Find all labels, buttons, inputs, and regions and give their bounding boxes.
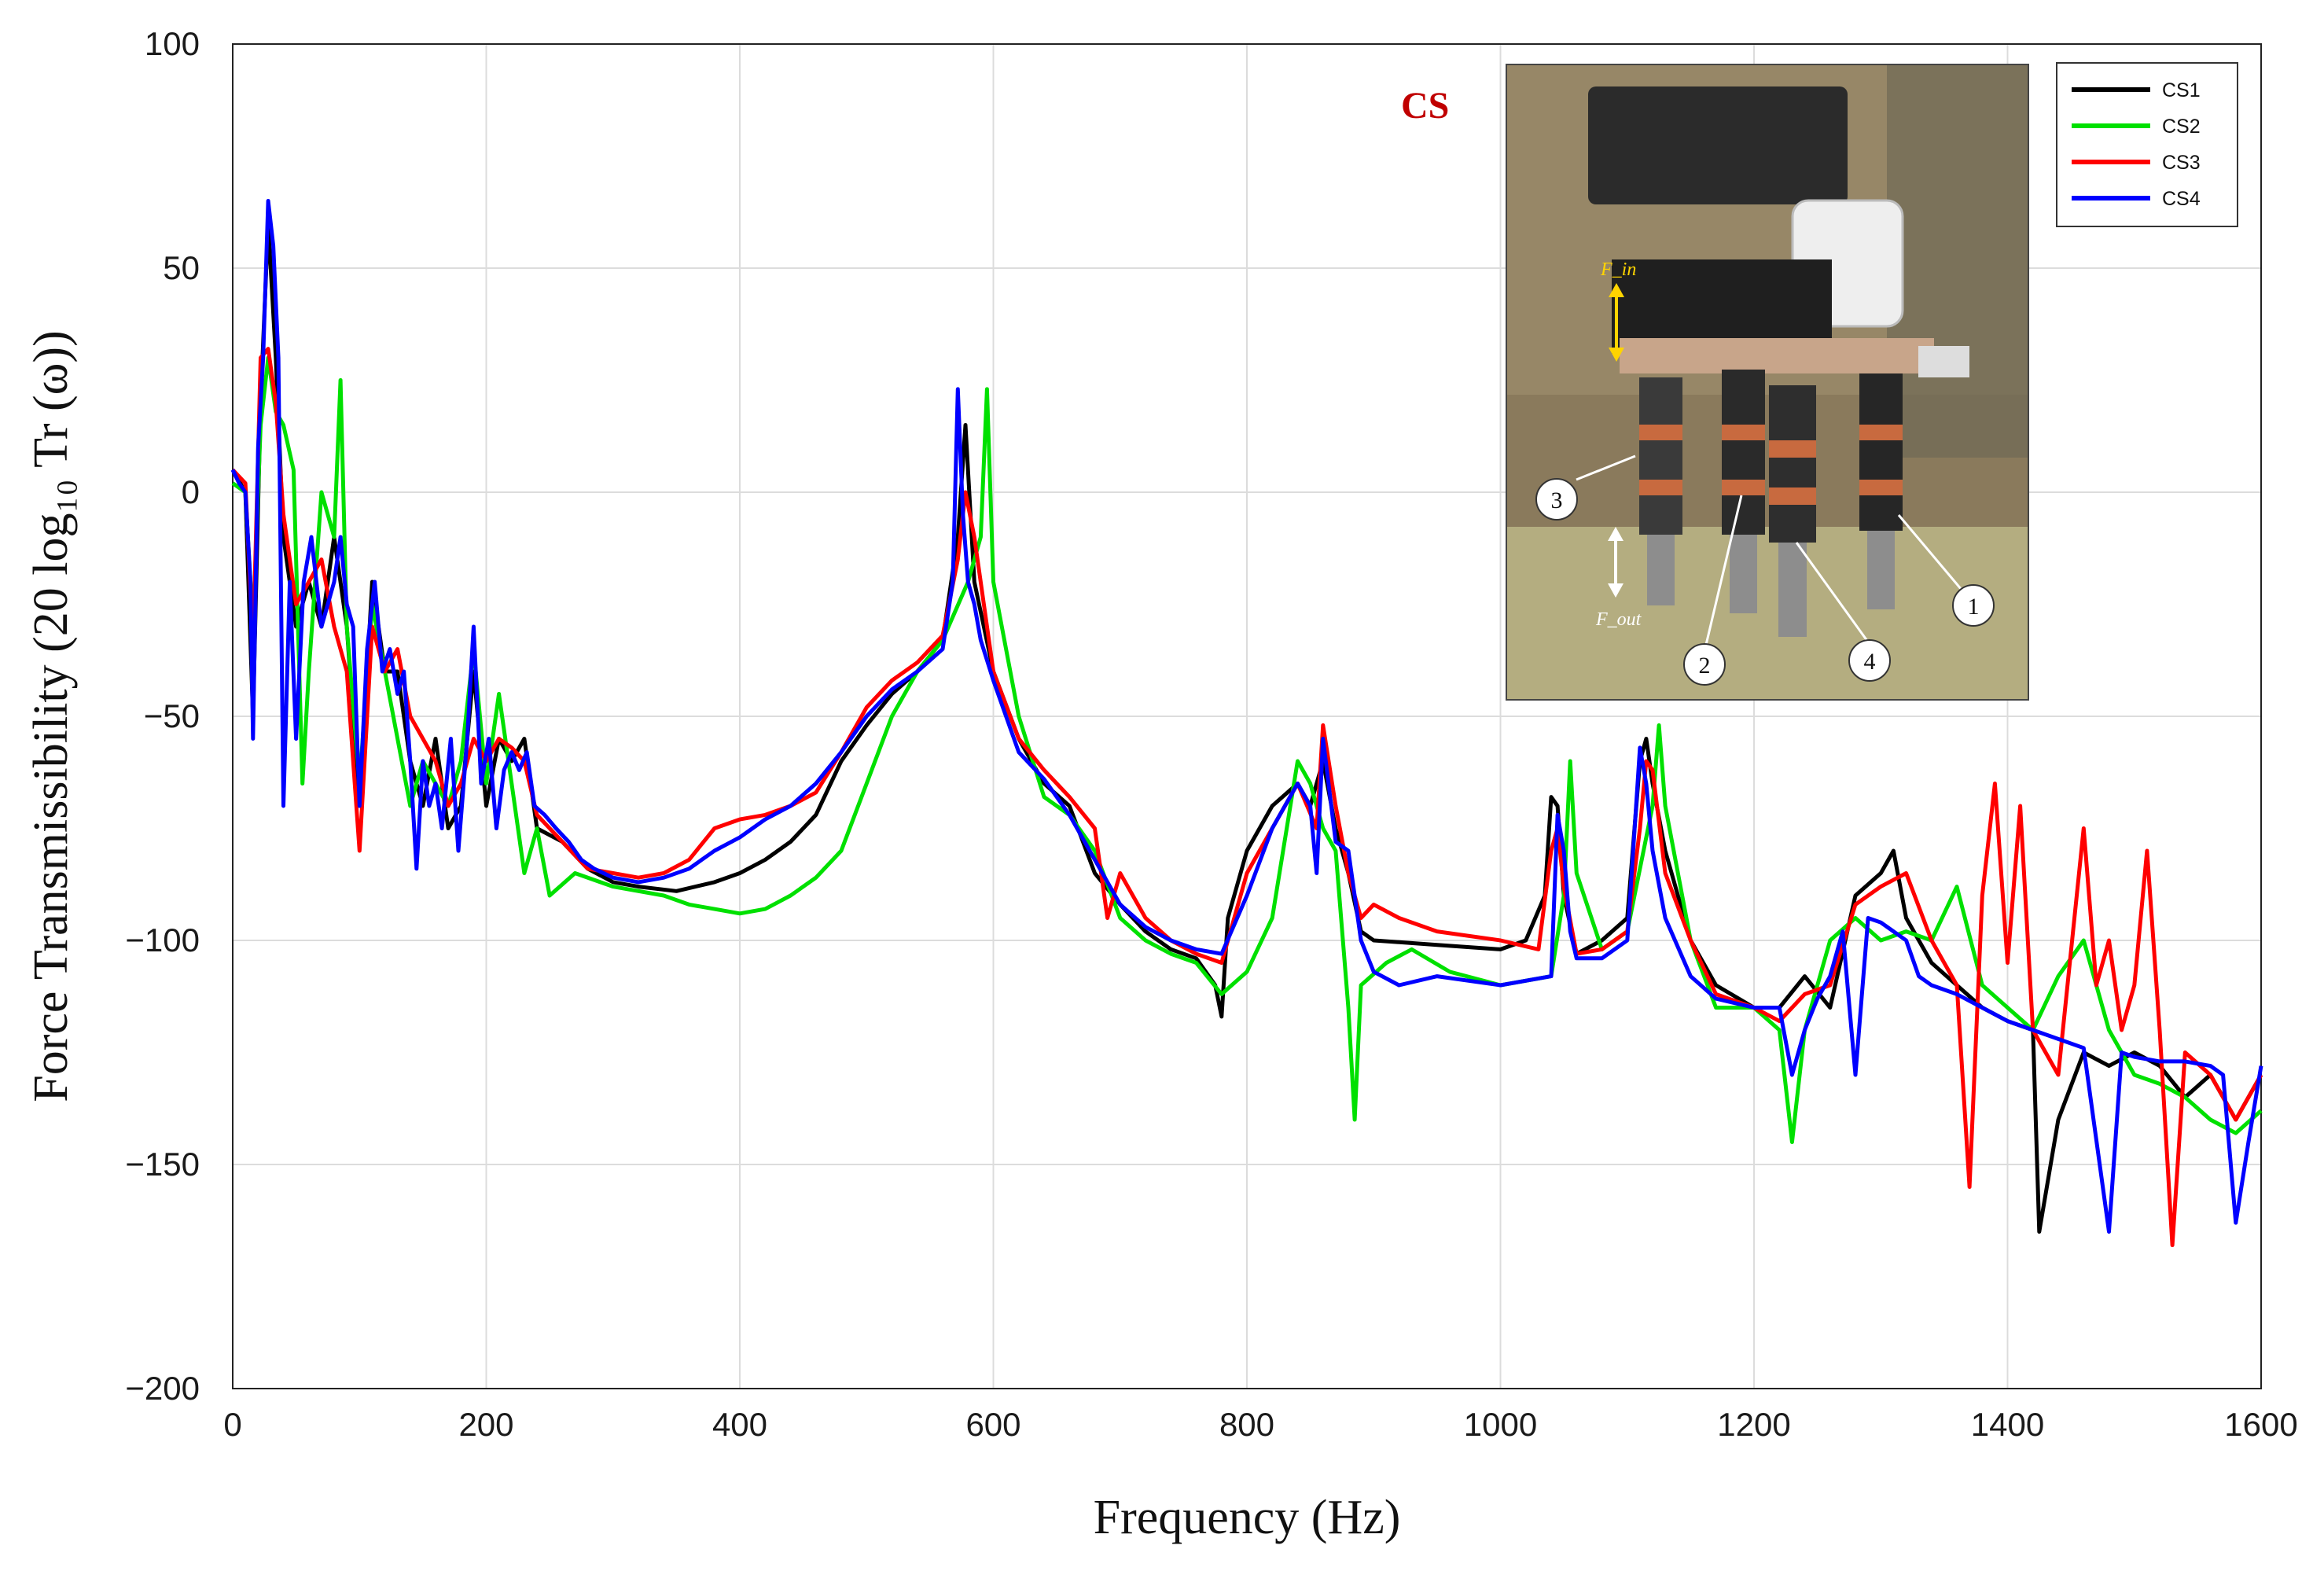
machine-connector	[1918, 346, 1969, 377]
photo-shadow	[1887, 64, 2028, 458]
y-tick-label: −50	[144, 697, 200, 734]
y-tick-label: 0	[182, 473, 200, 510]
machine-top	[1588, 86, 1848, 204]
x-tick-label: 200	[458, 1406, 513, 1443]
series-line-cs3	[231, 347, 2263, 1248]
svg-text:3: 3	[1551, 487, 1563, 513]
legend-label-cs2: CS2	[2162, 116, 2201, 138]
svg-text:4: 4	[1864, 649, 1876, 675]
inset-cs-label: CS	[1401, 85, 1449, 127]
x-tick-label: 0	[223, 1406, 241, 1443]
machine-plate	[1620, 338, 1934, 373]
plot-frame	[232, 43, 2262, 1389]
setup-photo-inset: F_in F_out 3 2 4 1	[1506, 64, 2029, 701]
x-tick-label: 600	[965, 1406, 1020, 1443]
callout-4: 4	[1795, 542, 1891, 682]
y-axis-label: Force Transmissibility (20 log₁₀ Tr (ω))	[24, 330, 78, 1102]
callout-3: 3	[1535, 454, 1636, 521]
x-axis-label: Frequency (Hz)	[1094, 1491, 1401, 1544]
tick-labels: 0 200 400 600 800 1000 1200 1400 1600 100 50 0 −50 −1…	[125, 25, 2297, 1443]
y-tick-label: 50	[163, 249, 200, 286]
x-tick-label: 800	[1219, 1406, 1274, 1443]
x-tick-label: 1400	[1971, 1406, 2044, 1443]
force-in-label: F_in	[1600, 259, 1636, 280]
svg-text:2: 2	[1699, 653, 1711, 679]
y-tick-label: −150	[125, 1146, 200, 1183]
legend-label-cs4: CS4	[2162, 188, 2201, 210]
force-in-arrow	[1609, 283, 1624, 362]
x-tick-label: 1200	[1717, 1406, 1790, 1443]
y-tick-label: −100	[125, 922, 200, 958]
isolator-legs	[1639, 370, 1903, 637]
y-tick-label: −200	[125, 1370, 200, 1407]
svg-text:1: 1	[1968, 594, 1980, 620]
y-tick-label: 100	[145, 25, 200, 62]
x-tick-label: 1600	[2224, 1406, 2297, 1443]
callout-2: 2	[1683, 495, 1743, 686]
legend-label-cs3: CS3	[2162, 152, 2201, 174]
photo-frame	[1506, 64, 2029, 701]
x-tick-label: 400	[712, 1406, 767, 1443]
x-tick-label: 1000	[1464, 1406, 1537, 1443]
legend-label-cs1: CS1	[2162, 79, 2201, 101]
series-line-cs4	[230, 199, 2263, 1234]
legend: CS1 CS2 CS3 CS4	[2056, 62, 2238, 227]
photo-floor	[1506, 527, 2028, 700]
force-out-label: F_out	[1595, 609, 1642, 630]
callout-1: 1	[1897, 514, 1995, 627]
series-layer	[230, 199, 2263, 1248]
force-out-arrow	[1608, 527, 1623, 598]
